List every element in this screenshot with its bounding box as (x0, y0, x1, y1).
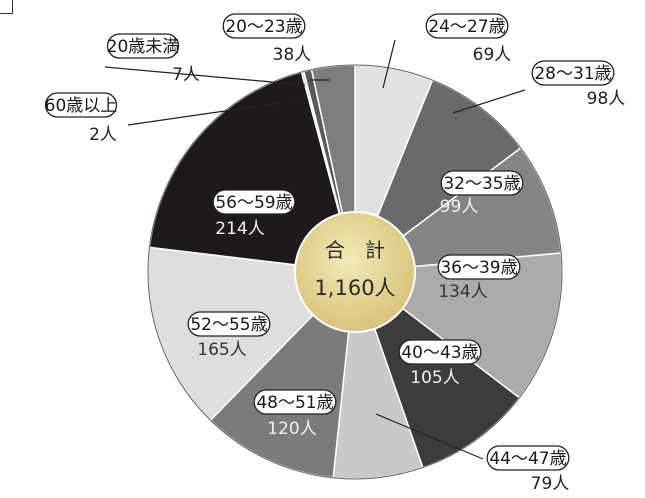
value-label-56〜59歳: 214人 (215, 219, 264, 239)
category-pill-40〜43歳 (398, 339, 482, 365)
value-label-20〜23歳: 38人 (273, 45, 312, 65)
value-label-32〜35歳: 99人 (440, 197, 479, 217)
category-pill-28〜31歳 (531, 60, 615, 86)
category-pill-36〜39歳 (437, 254, 521, 280)
category-label-32〜35歳: 32〜35歳 (443, 174, 520, 194)
value-label-52〜55歳: 165人 (197, 340, 246, 360)
value-label-60歳以上: 2人 (89, 125, 117, 145)
category-label-52〜55歳: 52〜55歳 (190, 315, 267, 335)
category-label-28〜31歳: 28〜31歳 (534, 64, 611, 84)
center-label-total: 1,160人 (314, 276, 395, 300)
category-label-20〜23歳: 20〜23歳 (225, 17, 302, 37)
center-disk (294, 211, 416, 333)
category-label-24〜27歳: 24〜27歳 (428, 17, 505, 37)
leader-line-20歳未満 (104, 66, 306, 86)
value-label-44〜47歳: 79人 (531, 474, 570, 494)
category-pill-44〜47歳 (486, 445, 570, 471)
category-pill-20〜23歳 (222, 13, 306, 39)
pie-outline (147, 64, 563, 480)
center-label-title: 合 計 (325, 238, 385, 262)
category-label-44〜47歳: 44〜47歳 (489, 449, 566, 469)
value-label-20歳未満: 7人 (172, 65, 200, 85)
category-pill-20歳未満 (106, 33, 180, 59)
category-pill-48〜51歳 (253, 389, 337, 415)
category-pill-32〜35歳 (440, 170, 524, 196)
value-label-24〜27歳: 69人 (473, 45, 512, 65)
value-label-36〜39歳: 134人 (438, 282, 487, 302)
corner-mark (0, 0, 13, 14)
leader-line-24〜27歳 (382, 39, 396, 89)
value-label-40〜43歳: 105人 (410, 368, 459, 388)
category-pill-56〜59歳 (212, 189, 296, 215)
leader-line-28〜31歳 (452, 89, 526, 114)
category-label-40〜43歳: 40〜43歳 (401, 343, 478, 363)
value-label-28〜31歳: 98人 (587, 89, 626, 109)
category-label-48〜51歳: 48〜51歳 (256, 393, 333, 413)
category-label-60歳以上: 60歳以上 (45, 96, 118, 116)
category-label-56〜59歳: 56〜59歳 (215, 193, 292, 213)
value-label-48〜51歳: 120人 (267, 419, 316, 439)
leader-line-60歳以上 (127, 99, 302, 126)
category-pill-52〜55歳 (187, 311, 271, 337)
category-pill-60歳以上 (44, 92, 118, 118)
category-label-36〜39歳: 36〜39歳 (440, 258, 517, 278)
leader-line-44〜47歳 (375, 413, 484, 460)
category-pill-24〜27歳 (425, 13, 509, 39)
category-label-20歳未満: 20歳未満 (107, 37, 180, 57)
